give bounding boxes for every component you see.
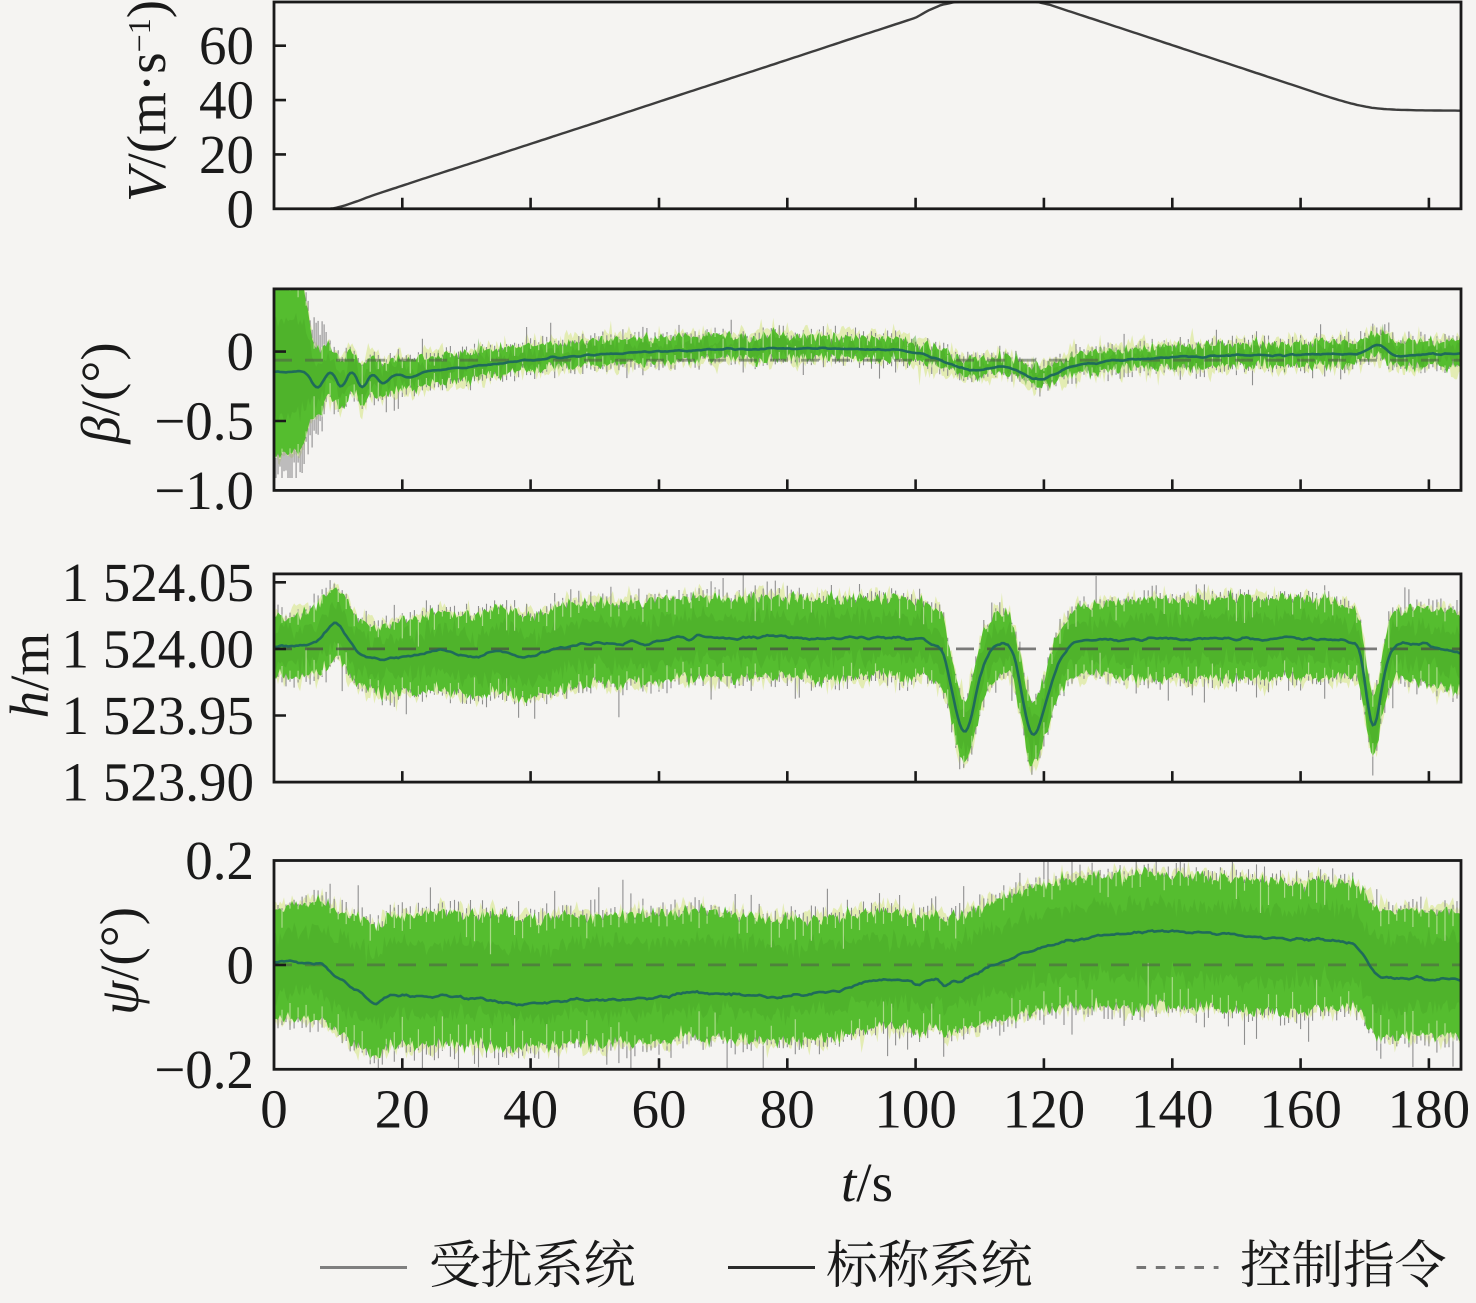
svg-text:100: 100 <box>874 1079 957 1140</box>
svg-text:0.2: 0.2 <box>185 830 254 891</box>
svg-text:0: 0 <box>227 934 255 995</box>
svg-text:40: 40 <box>503 1079 558 1140</box>
svg-text:0: 0 <box>227 178 255 239</box>
svg-text:160: 160 <box>1259 1079 1342 1140</box>
svg-text:60: 60 <box>632 1079 687 1140</box>
svg-text:0: 0 <box>227 321 255 382</box>
svg-text:20: 20 <box>375 1079 430 1140</box>
svg-text:−0.2: −0.2 <box>154 1039 254 1100</box>
svg-text:1 524.05: 1 524.05 <box>62 552 255 613</box>
svg-text:120: 120 <box>1003 1079 1086 1140</box>
svg-text:180: 180 <box>1388 1079 1471 1140</box>
svg-text:ψ/(°): ψ/(°) <box>89 907 150 1015</box>
svg-text:0: 0 <box>260 1079 288 1140</box>
svg-text:60: 60 <box>199 15 254 76</box>
svg-text:h/m: h/m <box>0 633 60 719</box>
svg-text:t/s: t/s <box>841 1152 893 1213</box>
svg-text:40: 40 <box>199 70 254 131</box>
svg-text:1 524.00: 1 524.00 <box>62 618 255 679</box>
svg-text:80: 80 <box>760 1079 815 1140</box>
svg-text:1 523.95: 1 523.95 <box>62 685 255 746</box>
svg-text:20: 20 <box>199 124 254 185</box>
svg-text:β/(°): β/(°) <box>70 342 131 444</box>
svg-text:140: 140 <box>1131 1079 1214 1140</box>
svg-text:1 523.90: 1 523.90 <box>62 752 255 813</box>
svg-text:−1.0: −1.0 <box>154 460 254 521</box>
svg-text:−0.5: −0.5 <box>154 391 254 452</box>
